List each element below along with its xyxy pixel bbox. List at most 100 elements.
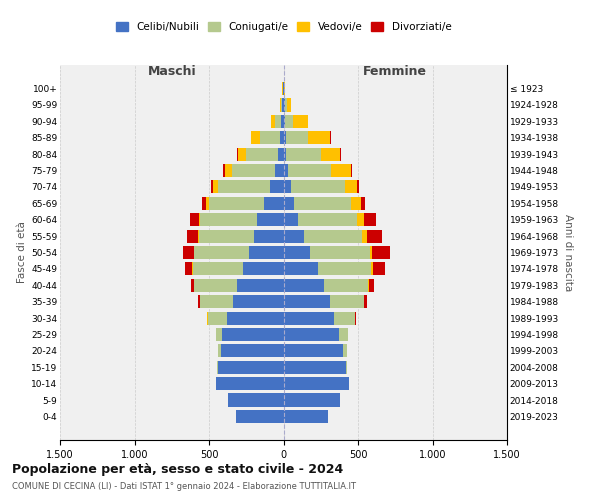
Bar: [217, 377, 284, 390]
Bar: [251, 131, 260, 144]
Bar: [284, 213, 298, 226]
Bar: [286, 131, 308, 144]
Bar: [243, 262, 284, 276]
Bar: [346, 360, 347, 374]
Bar: [338, 328, 347, 341]
Bar: [199, 230, 254, 242]
Bar: [236, 410, 284, 423]
Bar: [208, 312, 227, 324]
Bar: [281, 98, 283, 112]
Bar: [229, 394, 284, 406]
Bar: [344, 180, 356, 194]
Bar: [284, 98, 287, 112]
Bar: [238, 148, 245, 160]
Bar: [275, 115, 281, 128]
Bar: [284, 410, 328, 423]
Bar: [298, 213, 356, 226]
Bar: [371, 262, 373, 276]
Bar: [284, 360, 346, 374]
Bar: [284, 312, 334, 324]
Legend: Celibi/Nubili, Coniugati/e, Vedovi/e, Divorziati/e: Celibi/Nubili, Coniugati/e, Vedovi/e, Di…: [112, 18, 455, 36]
Bar: [209, 197, 264, 210]
Bar: [233, 295, 284, 308]
Bar: [370, 246, 372, 259]
Bar: [288, 164, 331, 177]
Bar: [362, 230, 367, 242]
Bar: [280, 131, 284, 144]
Bar: [284, 148, 286, 160]
Bar: [304, 230, 362, 242]
Bar: [367, 230, 382, 242]
Bar: [206, 197, 209, 210]
Bar: [284, 197, 294, 210]
Bar: [284, 394, 340, 406]
Bar: [238, 278, 284, 292]
Bar: [214, 180, 218, 194]
Bar: [223, 164, 224, 177]
Bar: [271, 115, 275, 128]
Text: Maschi: Maschi: [148, 65, 196, 78]
Bar: [284, 278, 324, 292]
Bar: [291, 180, 344, 194]
Bar: [206, 312, 208, 324]
Bar: [284, 295, 329, 308]
Bar: [187, 230, 198, 242]
Bar: [318, 262, 371, 276]
Bar: [194, 246, 249, 259]
Bar: [254, 230, 284, 242]
Bar: [183, 246, 194, 259]
Bar: [324, 278, 368, 292]
Bar: [294, 197, 350, 210]
Bar: [293, 115, 308, 128]
Bar: [343, 344, 347, 358]
Bar: [218, 344, 221, 358]
Bar: [287, 98, 290, 112]
Bar: [227, 312, 284, 324]
Bar: [372, 246, 390, 259]
Text: Popolazione per età, sesso e stato civile - 2024: Popolazione per età, sesso e stato civil…: [12, 462, 343, 475]
Bar: [356, 180, 359, 194]
Bar: [211, 180, 214, 194]
Bar: [191, 278, 194, 292]
Bar: [310, 246, 370, 259]
Bar: [284, 328, 338, 341]
Bar: [331, 164, 350, 177]
Bar: [284, 180, 291, 194]
Bar: [284, 131, 286, 144]
Bar: [284, 164, 288, 177]
Bar: [340, 148, 341, 160]
Bar: [280, 98, 281, 112]
Bar: [285, 115, 293, 128]
Bar: [284, 115, 285, 128]
Bar: [368, 278, 369, 292]
Bar: [218, 360, 284, 374]
Bar: [286, 148, 321, 160]
Bar: [350, 197, 361, 210]
Bar: [218, 180, 270, 194]
Bar: [197, 295, 200, 308]
Bar: [202, 197, 206, 210]
Bar: [350, 164, 352, 177]
Y-axis label: Fasce di età: Fasce di età: [17, 222, 27, 284]
Bar: [334, 312, 355, 324]
Bar: [281, 115, 284, 128]
Bar: [199, 213, 200, 226]
Bar: [275, 164, 284, 177]
Bar: [321, 148, 340, 160]
Bar: [284, 344, 343, 358]
Bar: [369, 278, 374, 292]
Bar: [364, 213, 376, 226]
Bar: [278, 148, 284, 160]
Bar: [198, 230, 199, 242]
Bar: [284, 230, 304, 242]
Bar: [221, 344, 284, 358]
Bar: [284, 262, 318, 276]
Bar: [185, 262, 193, 276]
Bar: [217, 360, 218, 374]
Bar: [223, 328, 284, 341]
Bar: [361, 197, 365, 210]
Bar: [224, 164, 232, 177]
Bar: [355, 312, 356, 324]
Text: COMUNE DI CECINA (LI) - Dati ISTAT 1° gennaio 2024 - Elaborazione TUTTITALIA.IT: COMUNE DI CECINA (LI) - Dati ISTAT 1° ge…: [12, 482, 356, 491]
Bar: [283, 98, 284, 112]
